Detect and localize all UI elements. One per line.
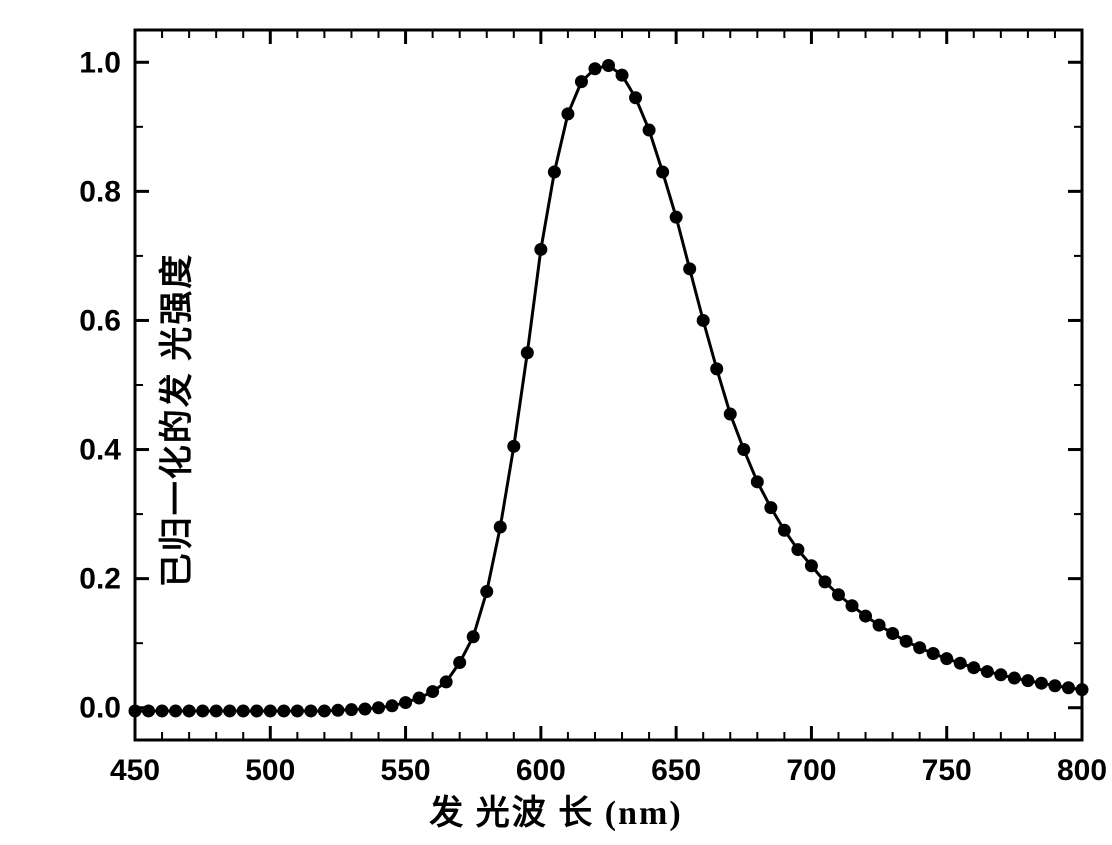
svg-text:1.0: 1.0 — [79, 46, 121, 79]
svg-text:800: 800 — [1057, 754, 1107, 787]
svg-text:0.8: 0.8 — [79, 175, 121, 208]
y-axis-label: 已归一化的发 光强度 — [149, 253, 198, 588]
svg-text:0.2: 0.2 — [79, 563, 121, 596]
svg-text:700: 700 — [786, 754, 836, 787]
svg-text:650: 650 — [651, 754, 701, 787]
x-axis-label: 发 光波 长 (nm) — [429, 785, 682, 834]
spectrum-chart: 450 500 550 600 650 700 750 800 0.0 0.2 0.4 0.6 0.8 1… — [0, 0, 1112, 840]
svg-text:450: 450 — [110, 754, 160, 787]
svg-text:550: 550 — [381, 754, 431, 787]
svg-text:0.4: 0.4 — [79, 434, 121, 467]
svg-text:750: 750 — [922, 754, 972, 787]
svg-text:500: 500 — [245, 754, 295, 787]
svg-text:0.0: 0.0 — [79, 692, 121, 725]
svg-text:0.6: 0.6 — [79, 304, 121, 337]
svg-text:600: 600 — [516, 754, 566, 787]
